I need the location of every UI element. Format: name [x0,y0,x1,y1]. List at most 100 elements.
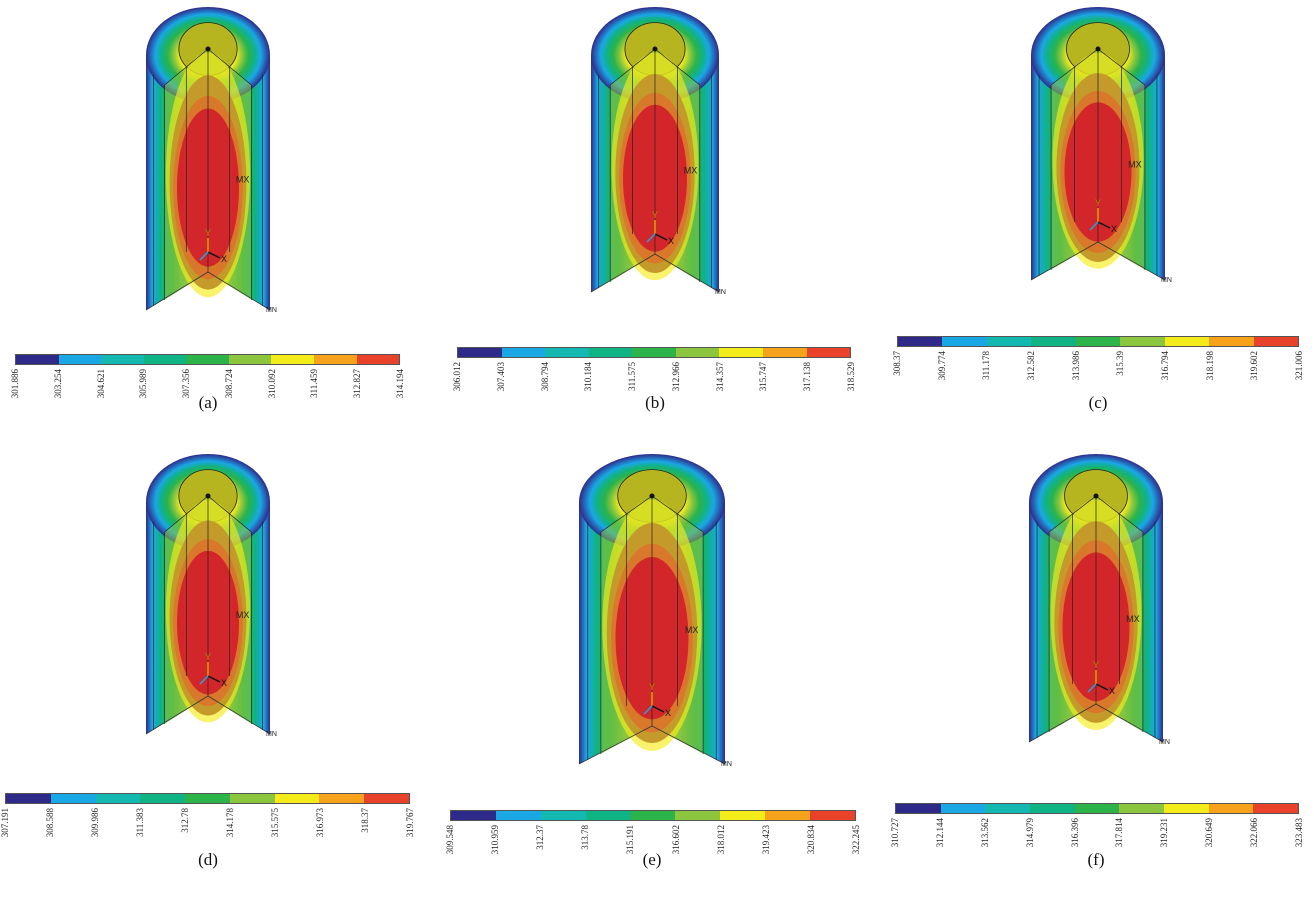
legend-tick-label: 312.78 [180,808,190,833]
legend-swatch [228,355,272,364]
min-label: MN [1161,277,1172,284]
legend-swatch [229,794,275,803]
legend-swatch [720,811,766,820]
legend-tick-label: 311.575 [627,362,638,391]
legend-tick-label: 301.886 [10,369,20,399]
legend-swatch [313,355,357,364]
legend-swatch [898,337,943,346]
legend-tick-label: 312.827 [352,369,363,399]
legend-swatch [319,794,365,803]
legend-tick-label: 313.78 [580,825,591,850]
legend-tick-label: 312.37 [535,825,546,850]
legend-swatch [942,337,987,346]
legend-swatch [356,355,400,364]
legend-swatch [1164,804,1209,813]
legend-tick-label: 309.548 [445,825,455,855]
legend-swatch [50,794,96,803]
legend-tick-label: 320.834 [805,825,816,855]
legend-tick-label: 312.966 [670,362,681,392]
panel-caption: (f) [1087,850,1105,869]
legend-swatch [719,348,763,357]
legend-tick-label: 313.562 [979,818,990,848]
legend-tick-label: 319.767 [405,808,415,838]
axis-y-label: Y [1095,198,1101,208]
axis-y-label: Y [205,228,211,238]
legend-tick-label: 314.357 [714,362,725,392]
axis-y-label: Y [652,210,658,220]
min-label: MN [1159,739,1170,746]
legend-tick-label: 316.396 [1069,818,1080,848]
legend-swatch [1253,804,1299,813]
legend-swatch [495,811,541,820]
legend-tick-label: 319.231 [1159,818,1170,848]
panel-caption: (a) [198,393,218,412]
legend-swatch [986,337,1032,346]
axis-y-label: Y [649,682,655,692]
legend-tick-label: 322.245 [851,825,861,855]
color-legend-bar [895,803,1299,814]
min-label: MN [266,307,277,314]
legend-tick-label: 310.092 [266,369,277,399]
legend-tick-label: 312.582 [1026,351,1036,381]
legend-tick-label: 310.184 [583,362,594,392]
axis-x-label: X [668,236,674,246]
legend-swatch [1119,804,1165,813]
legend-swatch [1253,337,1298,346]
legend-swatch [16,355,59,364]
color-legend-bar [897,336,1299,347]
cylinder-contour-model: MX Y X MN [145,7,277,314]
legend-swatch [6,794,51,803]
legend-swatch [1120,337,1165,346]
legend-tick-label: 320.649 [1204,818,1215,848]
legend-tick-label: 310.727 [890,818,900,848]
legend-tick-label: 307.191 [0,808,10,838]
min-label: MN [721,761,732,768]
legend-tick-label: 317.138 [802,362,813,392]
legend-swatch [101,355,144,364]
legend-swatch [1030,804,1075,813]
legend-tick-label: 308.724 [223,369,234,399]
legend-swatch [540,811,586,820]
legend-swatch [274,794,320,803]
legend-swatch [762,348,807,357]
axis-y-label: Y [1093,660,1099,670]
cylinder-contour-model: MX Y X MN [578,454,732,768]
legend-tick-label: 313.986 [1070,351,1081,381]
legend-swatch [1208,804,1254,813]
legend-tick-label: 323.483 [1294,818,1304,848]
legend-tick-label: 307.403 [495,362,506,392]
cylinder-contour-model: MX Y X MN [145,454,277,738]
legend-tick-label: 322.066 [1249,818,1260,848]
legend-tick-label: 321.006 [1294,351,1304,381]
legend-tick-label: 312.144 [934,818,945,848]
max-label: MX [685,625,699,635]
legend-swatch [588,348,633,357]
color-legend-bar [450,810,856,821]
legend-tick-label: 314.979 [1024,818,1035,848]
legend-tick-label: 316.973 [315,808,325,838]
legend-swatch [940,804,986,813]
min-label: MN [266,731,277,738]
legend-tick-label: 317.814 [1114,818,1125,848]
legend-tick-label: 308.588 [45,808,55,838]
legend-tick-label: 315.747 [758,362,769,392]
legend-tick-label: 308.37 [892,351,902,376]
axis-x-label: X [665,708,671,718]
legend-swatch [143,355,187,364]
legend-tick-label: 315.39 [1115,351,1126,376]
legend-swatch [95,794,141,803]
max-label: MX [1126,614,1140,624]
legend-tick-label: 311.459 [309,369,320,398]
legend-swatch [140,794,186,803]
panel-caption: (c) [1088,393,1108,412]
legend-tick-label: 309.774 [936,351,947,381]
legend-swatch [632,348,676,357]
max-label: MX [236,610,250,620]
legend-tick-label: 305.989 [138,369,149,399]
legend-swatch [545,348,589,357]
legend-swatch [985,804,1031,813]
legend-tick-label: 310.959 [490,825,501,855]
legend-swatch [810,811,856,820]
cylinder-contour-model: MX Y X MN [590,7,726,296]
legend-tick-label: 315.575 [270,808,280,838]
